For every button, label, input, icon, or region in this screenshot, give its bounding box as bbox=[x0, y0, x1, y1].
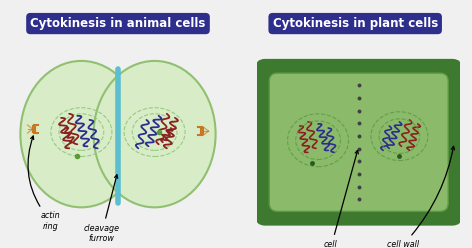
Text: cleavage
furrow: cleavage furrow bbox=[84, 175, 120, 243]
FancyBboxPatch shape bbox=[255, 59, 463, 226]
Text: Cytokinesis in plant cells: Cytokinesis in plant cells bbox=[272, 17, 438, 30]
Ellipse shape bbox=[93, 61, 216, 207]
Text: Cytokinesis in animal cells: Cytokinesis in animal cells bbox=[30, 17, 206, 30]
Text: cell wall: cell wall bbox=[388, 146, 455, 248]
Text: cell
plate: cell plate bbox=[320, 150, 358, 248]
FancyBboxPatch shape bbox=[269, 73, 448, 211]
Ellipse shape bbox=[20, 61, 143, 207]
Text: actin
ring: actin ring bbox=[28, 136, 61, 231]
